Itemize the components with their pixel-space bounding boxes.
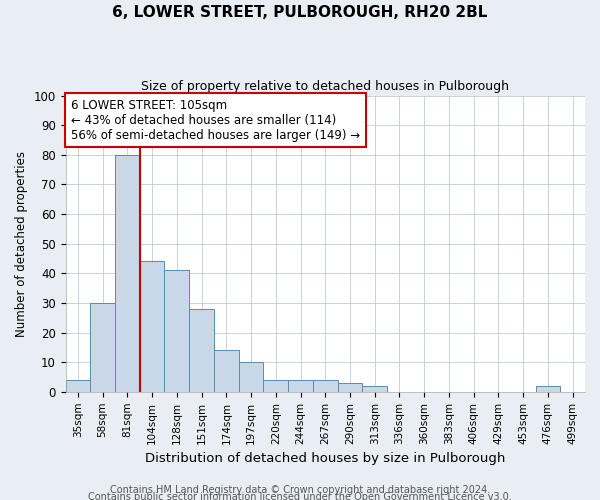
Bar [140, 262, 164, 392]
Bar [164, 270, 189, 392]
Bar [313, 380, 338, 392]
Bar [239, 362, 263, 392]
X-axis label: Distribution of detached houses by size in Pulborough: Distribution of detached houses by size … [145, 452, 505, 465]
Bar [362, 386, 387, 392]
Bar [90, 303, 115, 392]
Bar [214, 350, 239, 392]
Y-axis label: Number of detached properties: Number of detached properties [15, 150, 28, 336]
Text: Contains HM Land Registry data © Crown copyright and database right 2024.: Contains HM Land Registry data © Crown c… [110, 485, 490, 495]
Bar [338, 383, 362, 392]
Bar [263, 380, 288, 392]
Title: Size of property relative to detached houses in Pulborough: Size of property relative to detached ho… [141, 80, 509, 93]
Bar [65, 380, 90, 392]
Text: 6, LOWER STREET, PULBOROUGH, RH20 2BL: 6, LOWER STREET, PULBOROUGH, RH20 2BL [112, 5, 488, 20]
Bar [115, 155, 140, 392]
Text: 6 LOWER STREET: 105sqm
← 43% of detached houses are smaller (114)
56% of semi-de: 6 LOWER STREET: 105sqm ← 43% of detached… [71, 98, 360, 142]
Bar [536, 386, 560, 392]
Bar [288, 380, 313, 392]
Bar [189, 309, 214, 392]
Text: Contains public sector information licensed under the Open Government Licence v3: Contains public sector information licen… [88, 492, 512, 500]
